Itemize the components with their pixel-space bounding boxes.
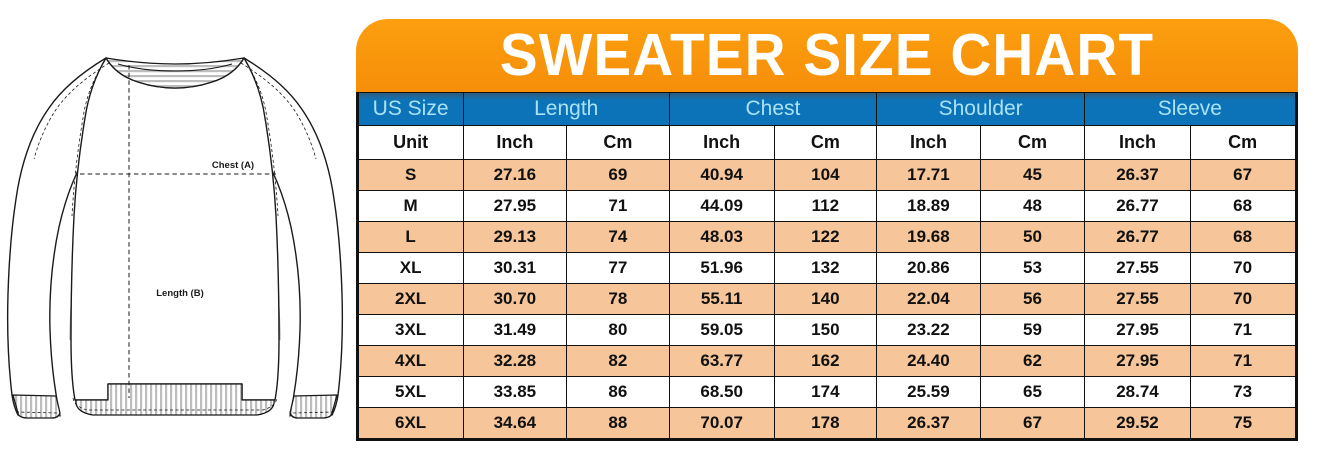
svg-text:Length (B): Length (B) bbox=[156, 288, 204, 299]
svg-text:Chest (A): Chest (A) bbox=[212, 160, 254, 171]
